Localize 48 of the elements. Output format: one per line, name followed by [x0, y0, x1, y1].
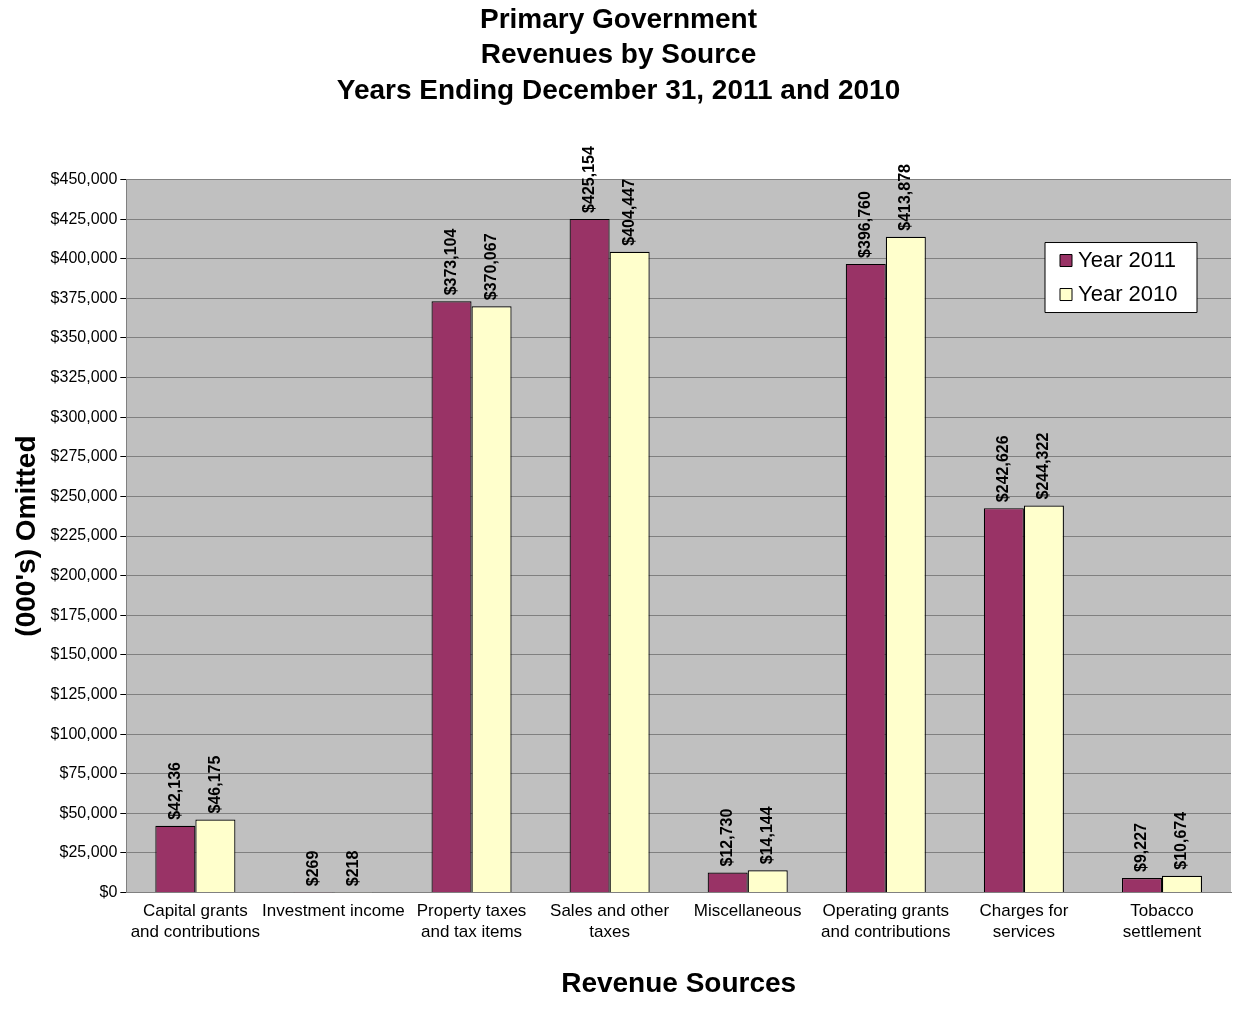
x-axis-title: Revenue Sources [561, 966, 797, 998]
data-label: $12,730 [718, 808, 736, 867]
x-tick-label: Property taxes and tax items [416, 901, 527, 941]
y-tick-label: $225,000 [50, 526, 118, 544]
data-label: $10,674 [1172, 811, 1190, 870]
y-tick-label: $200,000 [50, 566, 118, 584]
y-tick-label: $75,000 [59, 764, 118, 782]
data-label: $269 [303, 850, 321, 887]
x-tick-label: Miscellaneous [693, 901, 802, 921]
data-label: $413,878 [896, 163, 914, 231]
y-tick-label: $375,000 [50, 288, 118, 306]
data-label: $218 [343, 850, 361, 887]
data-label: $242,626 [994, 435, 1012, 503]
data-label: $373,104 [441, 228, 459, 296]
x-tick-label: Investment income [262, 901, 405, 921]
y-tick-label: $25,000 [59, 843, 118, 861]
data-label: $46,175 [205, 755, 223, 814]
x-tick-label: Sales and other taxes [550, 901, 670, 941]
data-label: $425,154 [580, 146, 598, 213]
y-tick-label: $300,000 [50, 407, 118, 425]
data-label: $404,447 [620, 178, 638, 246]
y-axis-title: (000's) Omitted [9, 435, 41, 637]
y-tick-label: $450,000 [50, 169, 118, 187]
data-label: $9,227 [1132, 822, 1150, 872]
y-tick-label: $275,000 [50, 447, 118, 465]
data-label: $14,144 [758, 806, 776, 865]
y-tick-label: $325,000 [50, 368, 118, 385]
y-tick-label: $100,000 [50, 724, 118, 742]
data-label: $370,067 [481, 233, 499, 301]
y-tick-label: $50,000 [59, 803, 118, 821]
y-tick-label: $250,000 [50, 486, 118, 504]
y-tick-label: $175,000 [50, 605, 118, 623]
y-tick-label: $0 [99, 883, 118, 901]
y-tick-label: $425,000 [50, 209, 118, 227]
legend-label: Year 2010 [1078, 280, 1178, 306]
data-label: $396,760 [856, 191, 874, 258]
x-tick-label: Tobacco settlement [1122, 901, 1202, 941]
y-tick-label: $400,000 [50, 249, 118, 267]
x-tick-label: Charges for services [979, 901, 1069, 941]
data-label: $244,322 [1034, 432, 1052, 500]
y-tick-label: $350,000 [50, 328, 118, 346]
y-tick-label: $150,000 [50, 645, 118, 663]
legend-label: Year 2011 [1078, 246, 1176, 272]
x-tick-label: Operating grants and contributions [821, 901, 951, 941]
x-tick-label: Capital grants and contributions [130, 901, 261, 941]
chart-title: Primary Government Revenues by Source Years Ending December 31, 2011 and 2010 [336, 2, 901, 106]
data-label: $42,136 [165, 761, 183, 820]
y-tick-label: $125,000 [50, 684, 118, 702]
